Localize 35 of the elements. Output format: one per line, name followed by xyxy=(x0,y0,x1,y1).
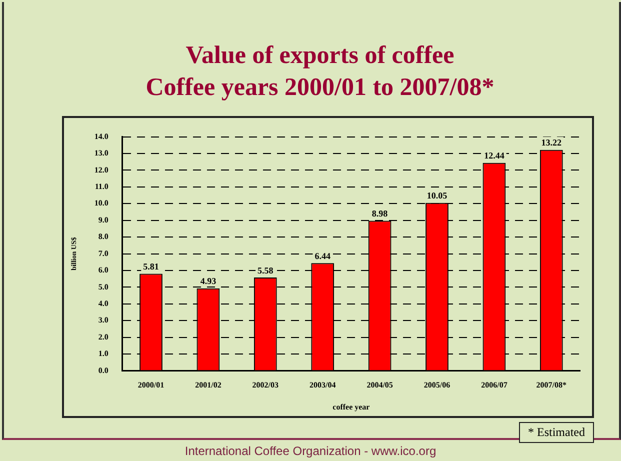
x-tick-label: 2001/02 xyxy=(195,380,222,390)
data-label: 4.93 xyxy=(200,276,217,286)
x-tick-label: 2002/03 xyxy=(252,380,279,390)
y-tick-label: 0.0 xyxy=(98,366,108,375)
text: * Estimated xyxy=(519,422,594,443)
x-axis-title: coffee year xyxy=(332,402,370,412)
y-tick-label: 4.0 xyxy=(98,299,108,308)
x-tick-label: 2006/07 xyxy=(481,380,508,390)
data-label: 12.44 xyxy=(484,150,505,161)
y-tick-label: 6.0 xyxy=(98,266,108,275)
x-tick-label: 2004/05 xyxy=(366,380,393,390)
y-tick-label: 3.0 xyxy=(98,316,108,325)
y-tick-label: 14.0 xyxy=(94,132,108,141)
y-tick-label: 11.0 xyxy=(94,182,108,192)
x-tick-label: 2005/06 xyxy=(424,380,450,390)
chart-title: Value of exports of coffee Coffee years 2000/01 to 2007/08* xyxy=(144,41,496,103)
y-tick-label: 8.0 xyxy=(98,232,108,242)
data-label: 6.44 xyxy=(314,250,331,261)
y-tick-label: 10.0 xyxy=(94,198,108,208)
x-tick-label: 2003/04 xyxy=(309,380,336,390)
x-tick-label: 2000/01 xyxy=(138,380,164,390)
data-label: 13.22 xyxy=(541,138,562,148)
y-tick-label: 5.0 xyxy=(98,282,108,292)
data-label: 10.05 xyxy=(426,190,448,201)
text: International Coffee Organization - www.ico.org xyxy=(184,444,438,458)
y-tick-label: 2.0 xyxy=(98,332,108,342)
y-tick-label: 12.0 xyxy=(94,165,108,174)
y-tick-label: 7.0 xyxy=(98,248,108,258)
data-label: 5.58 xyxy=(258,265,274,276)
data-label: 5.81 xyxy=(143,262,160,272)
y-tick-label: 1.0 xyxy=(98,349,108,358)
x-tick-label: 2007/08* xyxy=(536,380,567,390)
y-tick-label: 9.0 xyxy=(98,215,108,224)
y-tick-label: 13.0 xyxy=(94,148,108,158)
data-label: 8.98 xyxy=(372,208,388,219)
